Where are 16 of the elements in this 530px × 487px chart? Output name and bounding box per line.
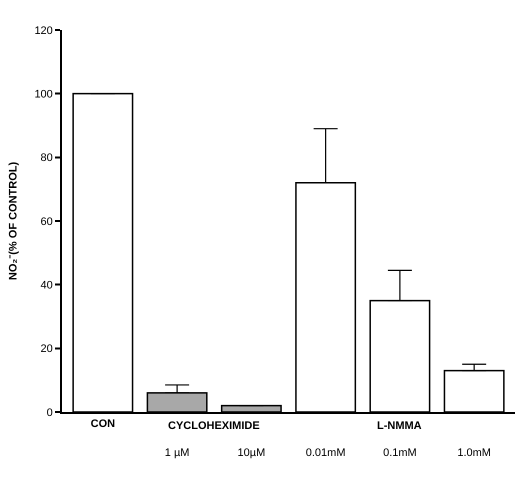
y-tick-label: 80 — [40, 152, 53, 164]
x-tick-label: 10µM — [237, 446, 266, 459]
x-tick-label: 0.01mM — [306, 446, 346, 459]
y-tick-label: 60 — [40, 216, 53, 228]
x-tick-label: 0.1mM — [383, 446, 417, 459]
y-tick-label: 100 — [34, 88, 53, 101]
y-axis-title: NO₂⁻(% OF CONTROL) — [8, 162, 20, 280]
x-tick-label: CON — [90, 418, 116, 430]
text: CYCLOHEXIMIDE — [168, 420, 260, 432]
y-tick-label: 0 — [46, 406, 53, 419]
text: L-NMMA — [377, 420, 422, 432]
x-tick-label: 1 µM — [164, 446, 190, 459]
x-tick-label: 1.0mM — [457, 446, 491, 459]
y-tick-label: 40 — [40, 280, 53, 292]
y-tick-label: 120 — [34, 24, 53, 37]
y-tick-label: 20 — [40, 343, 53, 356]
